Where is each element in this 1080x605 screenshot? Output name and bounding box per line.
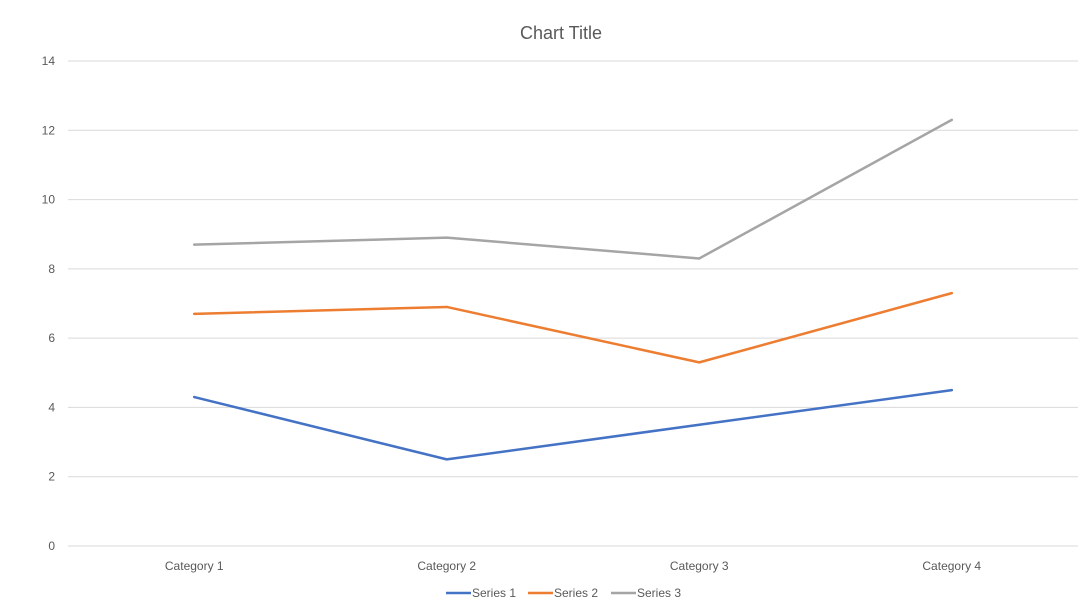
data-point [445, 305, 448, 309]
data-point [950, 118, 953, 122]
data-point [950, 388, 953, 392]
data-point [698, 423, 701, 426]
x-tick-label: Category 4 [922, 559, 981, 573]
x-tick-label: Category 3 [670, 559, 729, 573]
y-tick-label: 8 [48, 262, 55, 276]
x-tick-label: Category 2 [417, 559, 476, 573]
y-tick-label: 6 [48, 331, 55, 345]
data-point [193, 395, 196, 399]
series-line-3 [193, 118, 953, 260]
series-line-2 [193, 291, 953, 364]
legend-label: Series 2 [554, 586, 598, 600]
x-tick-label: Category 1 [165, 559, 224, 573]
legend-label: Series 3 [637, 586, 681, 600]
data-point [445, 236, 448, 239]
chart-title: Chart Title [520, 23, 602, 43]
x-axis-ticks: Category 1 Category 2 Category 3 Category 4 [165, 559, 982, 573]
data-point [193, 243, 196, 246]
series-line-1 [193, 388, 953, 461]
legend-label: Series 1 [472, 586, 516, 600]
data-point [698, 257, 701, 260]
y-tick-label: 12 [42, 123, 56, 137]
legend: Series 1 Series 2 Series 3 [446, 586, 681, 600]
y-tick-label: 0 [48, 539, 55, 553]
data-point [445, 458, 448, 461]
y-axis-ticks: 0 2 4 6 8 10 12 14 [42, 54, 56, 553]
y-tick-label: 14 [42, 54, 56, 68]
data-point [698, 361, 701, 364]
series-lines [193, 118, 953, 461]
data-point [950, 291, 953, 295]
data-point [193, 312, 196, 316]
y-tick-label: 2 [48, 470, 55, 484]
y-tick-label: 10 [42, 193, 56, 207]
y-tick-label: 4 [48, 400, 55, 414]
